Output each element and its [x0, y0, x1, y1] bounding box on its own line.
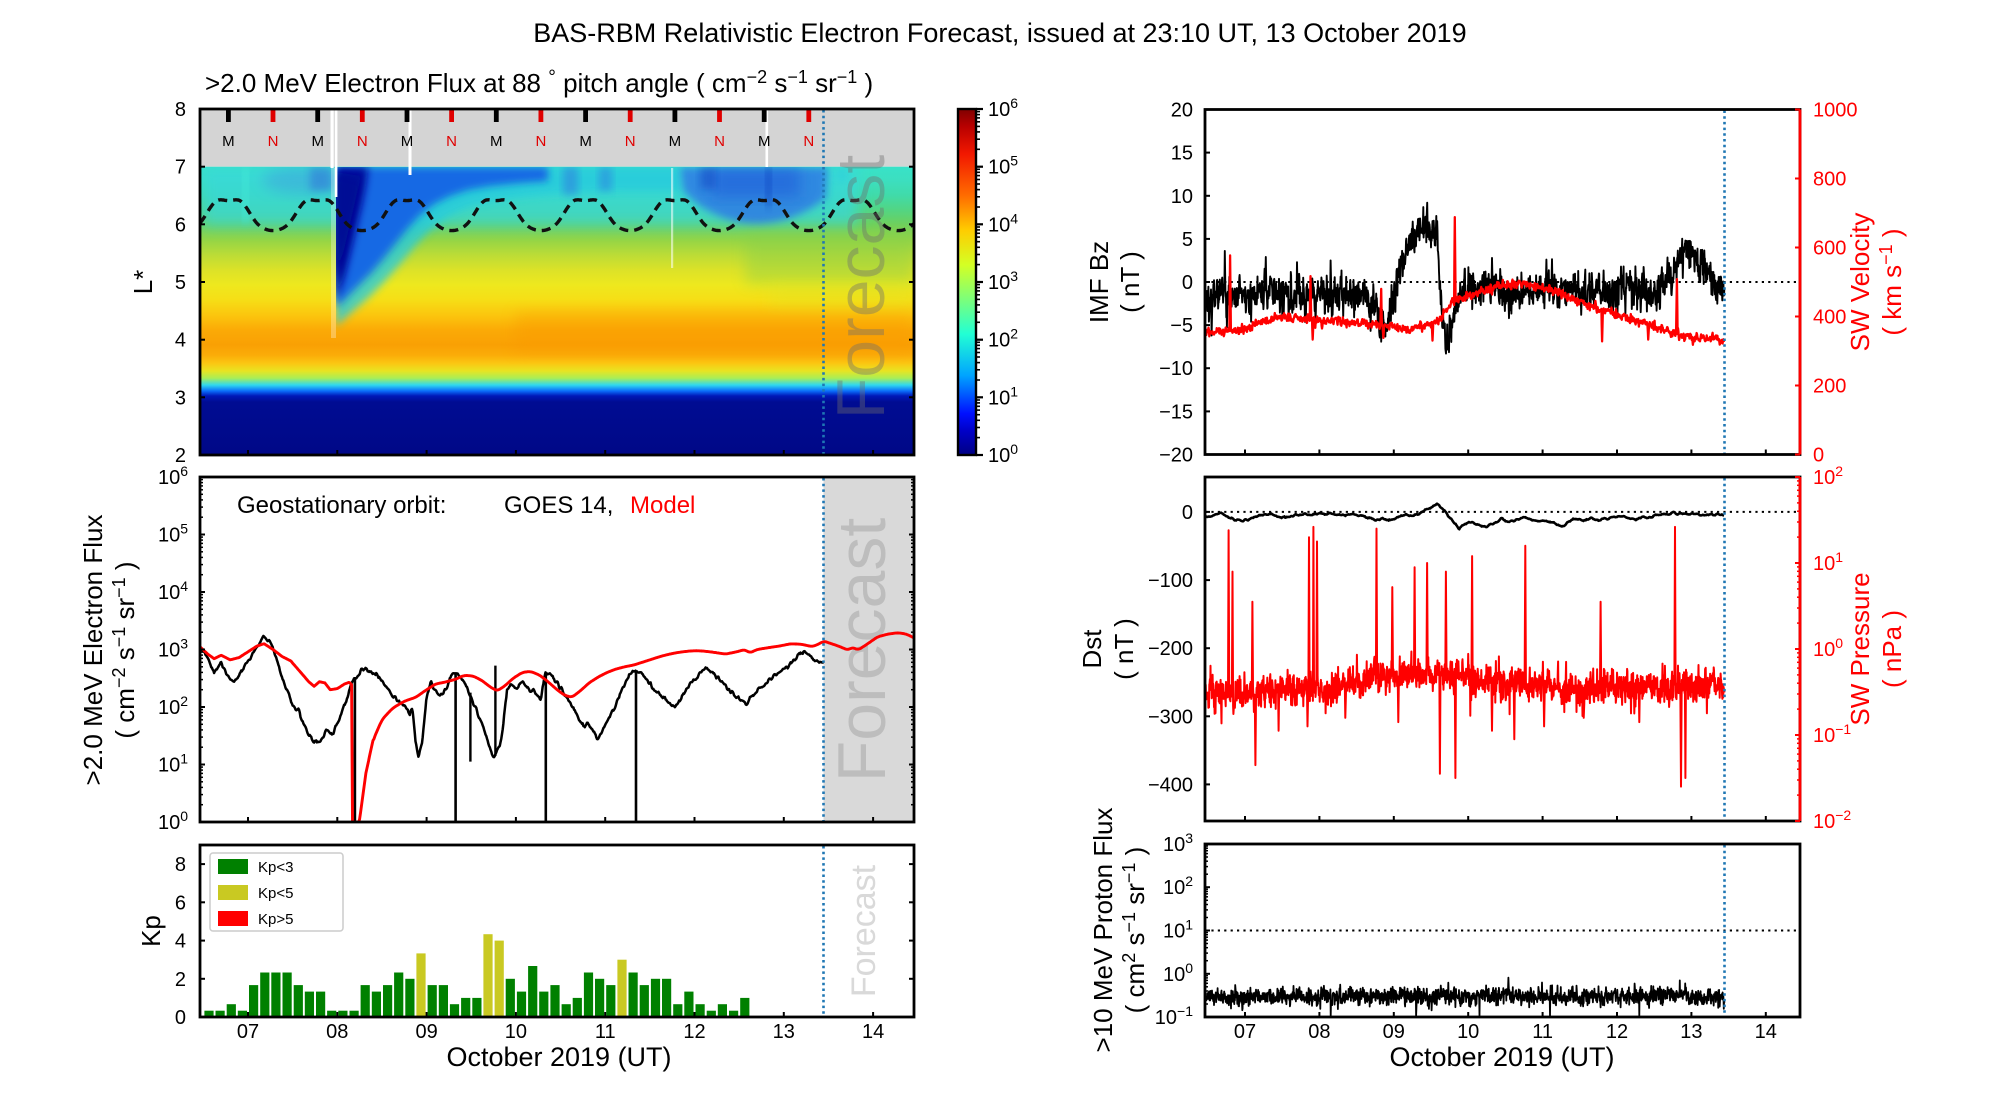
svg-text:−100: −100 [1148, 570, 1193, 592]
svg-text:4: 4 [175, 330, 186, 352]
svg-text:8: 8 [175, 99, 186, 121]
svg-text:>2.0 MeV Electron Flux at 88 °: >2.0 MeV Electron Flux at 88 ° pitch ang… [205, 67, 873, 98]
svg-text:0: 0 [1813, 445, 1824, 467]
svg-text:200: 200 [1813, 376, 1846, 398]
svg-text:SW Velocity: SW Velocity [1845, 213, 1875, 352]
svg-text:1000: 1000 [1813, 100, 1858, 122]
svg-text:12: 12 [683, 1021, 705, 1043]
svg-text:800: 800 [1813, 169, 1846, 191]
svg-text:3: 3 [175, 387, 186, 409]
svg-text:GOES 14,: GOES 14, [504, 492, 613, 519]
svg-text:BAS-RBM Relativistic Electron: BAS-RBM Relativistic Electron Forecast, … [533, 18, 1466, 48]
svg-text:11: 11 [1532, 1021, 1553, 1043]
svg-text:( km s−1 ): ( km s−1 ) [1876, 228, 1907, 335]
svg-text:13: 13 [1680, 1021, 1702, 1043]
svg-text:14: 14 [1755, 1021, 1777, 1043]
svg-text:Forecast: Forecast [824, 518, 900, 783]
svg-text:12: 12 [1606, 1021, 1628, 1043]
svg-text:−20: −20 [1159, 445, 1193, 467]
svg-text:M: M [222, 133, 235, 150]
svg-text:0: 0 [175, 1007, 186, 1029]
svg-text:N: N [714, 133, 725, 150]
svg-text:Dst: Dst [1077, 629, 1107, 669]
svg-text:October 2019 (UT): October 2019 (UT) [446, 1042, 671, 1072]
svg-text:600: 600 [1813, 238, 1846, 260]
svg-text:N: N [625, 133, 636, 150]
svg-text:N: N [357, 133, 368, 150]
svg-text:( nT ): ( nT ) [1115, 251, 1145, 313]
svg-text:Kp: Kp [136, 915, 166, 947]
svg-text:M: M [669, 133, 682, 150]
svg-text:10: 10 [505, 1021, 527, 1043]
svg-text:14: 14 [862, 1021, 884, 1043]
svg-text:N: N [268, 133, 279, 150]
svg-text:7: 7 [175, 157, 186, 179]
svg-text:08: 08 [1308, 1021, 1330, 1043]
svg-text:2: 2 [175, 445, 186, 467]
svg-text:5: 5 [1182, 229, 1193, 251]
svg-text:−15: −15 [1159, 401, 1193, 423]
svg-text:−5: −5 [1170, 315, 1193, 337]
svg-text:−400: −400 [1148, 774, 1193, 796]
svg-text:>10 MeV Proton Flux: >10 MeV Proton Flux [1088, 808, 1118, 1053]
svg-text:Kp<5: Kp<5 [258, 885, 293, 902]
svg-text:( nPa ): ( nPa ) [1877, 610, 1907, 688]
svg-text:Forecast: Forecast [845, 864, 883, 997]
svg-text:N: N [446, 133, 457, 150]
svg-text:6: 6 [175, 214, 186, 236]
svg-text:5: 5 [175, 272, 186, 294]
svg-text:Forecast: Forecast [823, 155, 899, 420]
svg-text:08: 08 [326, 1021, 348, 1043]
svg-text:10: 10 [1171, 186, 1193, 208]
svg-text:09: 09 [415, 1021, 437, 1043]
svg-text:07: 07 [237, 1021, 259, 1043]
svg-text:−200: −200 [1148, 638, 1193, 660]
svg-text:M: M [311, 133, 324, 150]
svg-text:October 2019 (UT): October 2019 (UT) [1389, 1042, 1614, 1072]
svg-text:( nT ): ( nT ) [1109, 618, 1139, 680]
svg-text:6: 6 [175, 892, 186, 914]
svg-text:09: 09 [1383, 1021, 1405, 1043]
svg-text:15: 15 [1171, 143, 1193, 165]
svg-text:SW Pressure: SW Pressure [1845, 572, 1875, 725]
svg-text:Kp>5: Kp>5 [258, 911, 293, 928]
svg-text:8: 8 [175, 854, 186, 876]
svg-text:4: 4 [175, 931, 186, 953]
svg-text:M: M [490, 133, 503, 150]
svg-text:13: 13 [773, 1021, 795, 1043]
svg-text:0: 0 [1182, 272, 1193, 294]
svg-text:07: 07 [1234, 1021, 1256, 1043]
svg-text:N: N [803, 133, 814, 150]
svg-text:11: 11 [595, 1021, 616, 1043]
svg-text:103: 103 [988, 268, 1018, 294]
svg-text:10: 10 [1457, 1021, 1479, 1043]
svg-text:400: 400 [1813, 307, 1846, 329]
svg-text:2: 2 [175, 969, 186, 991]
svg-text:N: N [535, 133, 546, 150]
svg-text:>2.0 MeV Electron Flux: >2.0 MeV Electron Flux [78, 515, 108, 786]
svg-text:0: 0 [1182, 502, 1193, 524]
svg-text:−10: −10 [1159, 358, 1193, 380]
svg-text:M: M [579, 133, 592, 150]
svg-text:−300: −300 [1148, 706, 1193, 728]
svg-text:L*: L* [128, 270, 158, 295]
svg-text:Geostationary orbit:: Geostationary orbit: [237, 492, 446, 519]
svg-text:M: M [401, 133, 414, 150]
svg-text:IMF Bz: IMF Bz [1084, 241, 1114, 323]
svg-text:M: M [758, 133, 771, 150]
svg-text:Kp<3: Kp<3 [258, 859, 293, 876]
svg-text:Model: Model [630, 492, 695, 519]
svg-text:20: 20 [1171, 100, 1193, 122]
